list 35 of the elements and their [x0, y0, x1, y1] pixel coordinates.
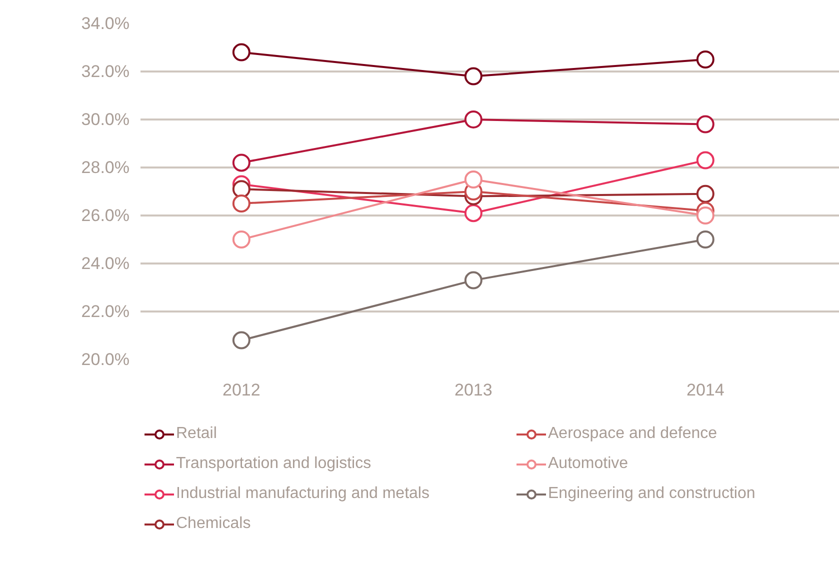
y-tick-label: 30.0%: [81, 110, 130, 129]
legend-label: Transportation and logistics: [176, 455, 372, 473]
point: [232, 154, 250, 172]
legend-label: Industrial manufacturing and metals: [176, 485, 430, 503]
point: [464, 67, 482, 86]
point: [232, 230, 250, 248]
legend-label: Engineering and construction: [548, 485, 756, 503]
point: [696, 50, 714, 68]
y-tick-label: 28.0%: [81, 158, 130, 177]
point: [232, 180, 250, 198]
y-tick-label: 22.0%: [81, 302, 130, 321]
legend-label: Automotive: [548, 455, 630, 473]
point: [464, 204, 482, 222]
point: [696, 230, 714, 248]
legend-label: Chemicals: [176, 515, 252, 533]
x-tick-label: 2012: [222, 380, 260, 400]
point: [696, 206, 714, 224]
y-tick-label: 20.0%: [81, 350, 130, 369]
point: [696, 184, 714, 203]
x-tick-label: 2013: [454, 380, 492, 400]
point: [464, 170, 482, 188]
x-tick-label: 2014: [686, 380, 724, 400]
point: [464, 110, 482, 128]
point: [696, 115, 714, 134]
point: [232, 43, 250, 62]
point: [696, 151, 714, 170]
y-tick-label: 34.0%: [81, 14, 130, 33]
y-tick-label: 32.0%: [81, 62, 130, 81]
point: [232, 331, 250, 350]
y-tick-label: 24.0%: [81, 254, 130, 273]
y-tick-label: 26.0%: [81, 206, 130, 225]
point: [464, 271, 482, 290]
legend-label: Aerospace and defence: [548, 425, 718, 443]
point: [232, 194, 250, 212]
legend-label: Retail: [176, 425, 218, 443]
